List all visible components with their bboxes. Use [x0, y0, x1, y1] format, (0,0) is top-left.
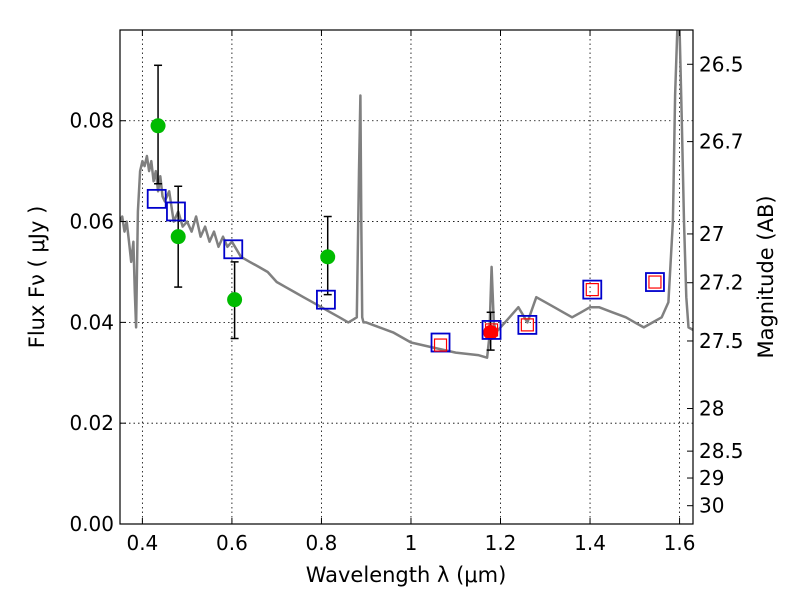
y-tick-label: 0.04: [69, 310, 114, 334]
model-square: [166, 201, 186, 222]
grid-lines: [120, 30, 693, 524]
right-tick-label: 30: [699, 494, 724, 518]
y-tick-label: 0.02: [69, 411, 114, 435]
data-point: [170, 229, 186, 245]
inner-square: [648, 275, 662, 289]
plot-area: [120, 30, 693, 524]
right-tick-label: 27.2: [699, 271, 744, 295]
x-tick-label: 1.4: [574, 531, 606, 555]
right-axis-ticks: 26.5 26.7 27 27.2 27.5 28 28.5 29 30: [687, 52, 744, 518]
model-square: [146, 188, 167, 209]
inner-square: [484, 323, 499, 337]
right-tick-label: 28.5: [699, 439, 744, 463]
model-square: [517, 314, 538, 335]
model-square: [223, 239, 244, 260]
x-tick-label: 0.6: [216, 531, 248, 555]
x-axis-ticks: 0.4 0.6 0.8 1 1.2 1.4 1.6: [126, 30, 695, 555]
squares-layer: [146, 188, 665, 353]
y-tick-label: 0.06: [69, 210, 114, 234]
inner-square: [520, 318, 534, 332]
right-tick-label: 26.5: [699, 52, 744, 76]
inner-square: [585, 283, 599, 297]
data-point: [150, 118, 166, 134]
right-tick-label: 27.5: [699, 329, 744, 353]
x-tick-label: 0.8: [306, 531, 338, 555]
x-tick-label: 1: [405, 531, 418, 555]
y-axis-ticks: 0.00 0.02 0.04 0.06 0.08: [69, 109, 126, 536]
x-tick-label: 1.6: [664, 531, 696, 555]
model-square: [316, 289, 336, 310]
data-point: [320, 249, 336, 265]
spectrum-layer: [120, 30, 693, 359]
y-tick-label: 0.00: [69, 512, 114, 536]
y-axis-label: Flux Fν ( μJy ): [25, 206, 49, 349]
plot-frame: [119, 29, 694, 525]
spectrum-line: [120, 30, 693, 359]
model-square: [582, 279, 603, 300]
right-tick-label: 28: [699, 397, 724, 421]
x-tick-label: 1.2: [485, 531, 517, 555]
right-tick-label: 27: [699, 222, 724, 246]
right-tick-label: 29: [699, 466, 724, 490]
model-square: [481, 320, 502, 340]
right-tick-label: 26.7: [699, 130, 744, 154]
inner-square: [433, 338, 448, 352]
x-axis-label: Wavelength λ (μm): [306, 563, 507, 587]
x-tick-label: 0.4: [126, 531, 158, 555]
model-square: [645, 272, 665, 292]
right-axis-label: Magnitude (AB): [754, 195, 778, 358]
y-tick-label: 0.08: [69, 109, 114, 133]
data-point: [227, 292, 243, 308]
